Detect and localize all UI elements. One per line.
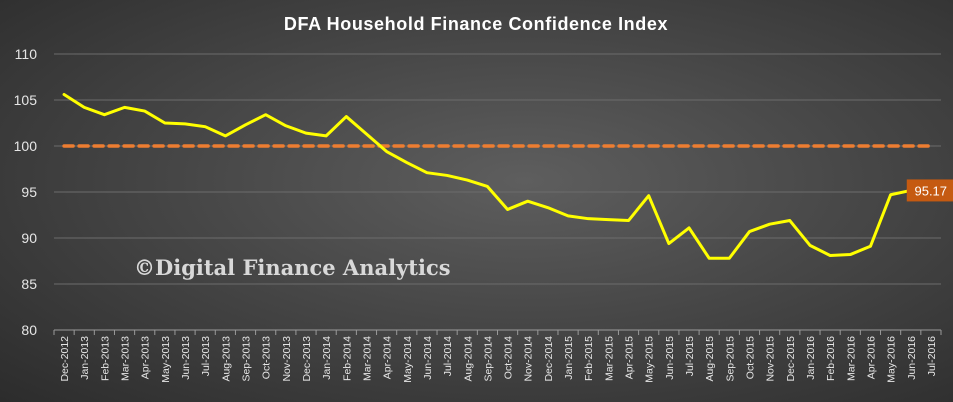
x-tick-label: Mar-2013: [120, 336, 132, 381]
y-tick-label: 95: [21, 184, 37, 200]
x-tick-label: Aug-2015: [704, 336, 716, 382]
x-tick-label: Dec-2013: [301, 336, 313, 382]
value-label-box: [906, 179, 953, 202]
x-tick-label: May-2016: [886, 336, 898, 383]
x-tick-label: Jul-2014: [442, 336, 454, 376]
x-tick-label: Oct-2014: [503, 336, 515, 379]
x-tick-label: Jun-2016: [906, 336, 918, 380]
x-tick-label: Jan-2013: [79, 336, 91, 380]
x-tick-label: Jun-2013: [180, 336, 192, 380]
x-tick-label: Feb-2015: [583, 336, 595, 381]
x-tick-label: Apr-2016: [865, 336, 877, 379]
x-tick-label: Apr-2013: [140, 336, 152, 379]
series-line: [62, 92, 913, 260]
value-label-group: 95.17: [906, 179, 953, 202]
x-tick-label: Nov-2015: [765, 336, 777, 382]
x-tick-label: Sep-2013: [241, 336, 253, 382]
x-tick-label: Oct-2013: [261, 336, 273, 379]
x-tick-label: May-2015: [644, 336, 656, 383]
x-tick-label: Apr-2015: [624, 336, 636, 379]
x-tick-label: Jan-2014: [321, 336, 333, 380]
x-tick-label: Mar-2016: [845, 336, 857, 381]
gridlines: [54, 53, 941, 285]
x-tick-label: Feb-2014: [341, 336, 353, 381]
x-tick-label: Jan-2016: [805, 336, 817, 380]
x-tick-label: Jun-2015: [664, 336, 676, 380]
y-tick-label: 80: [21, 322, 37, 338]
y-tick-label: 90: [21, 230, 37, 246]
x-tick-label: Aug-2013: [220, 336, 232, 382]
x-tick-label: Sep-2015: [724, 336, 736, 382]
y-tick-label: 100: [14, 138, 38, 154]
x-tick-label: Nov-2014: [523, 336, 535, 382]
axes: 80 85 90 95 100 105 110 Dec-2012 Jan-2013 Feb-201…: [14, 46, 942, 383]
x-tick-label: Dec-2012: [59, 336, 71, 382]
x-tick-label: Oct-2015: [744, 336, 756, 379]
x-tick-label: May-2014: [402, 336, 414, 383]
x-tick-label: Mar-2015: [603, 336, 615, 381]
x-tick-label: Jan-2015: [563, 336, 575, 380]
x-tick-label: Apr-2014: [382, 336, 394, 379]
x-tick-label: Aug-2014: [462, 336, 474, 382]
x-tick-label: Mar-2014: [361, 336, 373, 381]
x-tick-label: Jul-2013: [200, 336, 212, 376]
watermark-text: ©Digital Finance Analytics: [134, 255, 451, 280]
x-tick-label: Feb-2016: [825, 336, 837, 381]
x-tick-label: Jul-2016: [926, 336, 938, 376]
x-tick-label: Jun-2014: [422, 336, 434, 380]
series-group: [62, 92, 913, 260]
x-tick-label: Dec-2015: [785, 336, 797, 382]
y-tick-label: 85: [21, 276, 37, 292]
x-tick-label: Dec-2014: [543, 336, 555, 382]
x-tick-label: May-2013: [160, 336, 172, 383]
chart-title: DFA Household Finance Confidence Index: [284, 14, 668, 34]
x-tick-label: Sep-2014: [482, 336, 494, 382]
x-tick-label: Nov-2013: [281, 336, 293, 382]
y-tick-label: 105: [14, 92, 38, 108]
last-value-label: 95.17: [914, 183, 947, 198]
x-tick-label: Jul-2015: [684, 336, 696, 376]
x-tick-label: Feb-2013: [99, 336, 111, 381]
y-tick-label: 110: [15, 46, 38, 62]
